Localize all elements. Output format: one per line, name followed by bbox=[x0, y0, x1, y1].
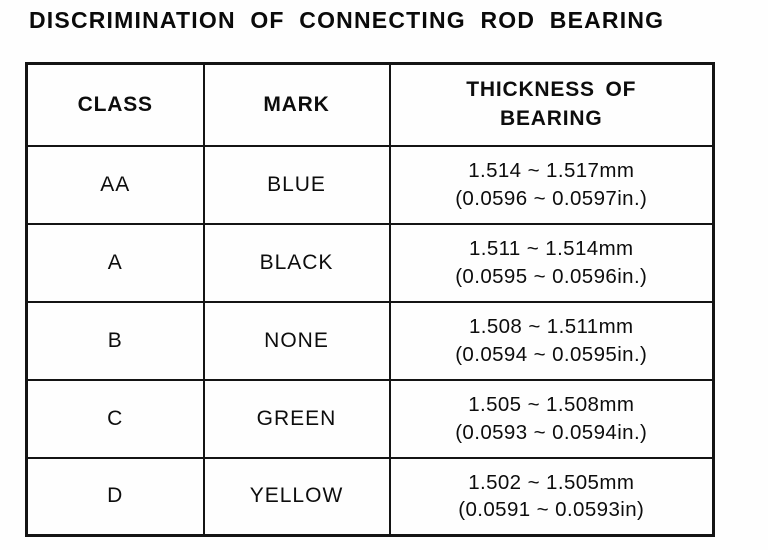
header-thickness-label: THICKNESS OF BEARING bbox=[466, 78, 637, 130]
table-header-row: CLASS MARK THICKNESS OF BEARING bbox=[25, 62, 715, 147]
thickness-mm: 1.511 ~ 1.514mm bbox=[468, 237, 634, 261]
class-value: C bbox=[25, 378, 205, 459]
page-title: DISCRIMINATION OF CONNECTING ROD BEARING bbox=[29, 7, 665, 33]
mark-value: BLACK bbox=[202, 222, 391, 303]
thickness-value: 1.508 ~ 1.511mm (0.0594 ~ 0.0595in.) bbox=[388, 300, 715, 381]
mark-value: NONE bbox=[202, 300, 391, 381]
thickness-in: (0.0596 ~ 0.0597in.) bbox=[455, 186, 648, 210]
header-mark-label: MARK bbox=[263, 92, 330, 116]
mark-value: GREEN bbox=[202, 378, 391, 459]
header-class: CLASS bbox=[25, 62, 205, 147]
class-value: AA bbox=[25, 144, 205, 225]
header-mark: MARK bbox=[202, 62, 391, 147]
thickness-in: (0.0595 ~ 0.0596in.) bbox=[455, 264, 648, 288]
thickness-value: 1.505 ~ 1.508mm (0.0593 ~ 0.0594in.) bbox=[388, 378, 715, 459]
thickness-in: (0.0594 ~ 0.0595in.) bbox=[455, 342, 648, 366]
thickness-mm: 1.514 ~ 1.517mm bbox=[468, 159, 635, 183]
thickness-mm: 1.505 ~ 1.508mm bbox=[468, 393, 635, 417]
table-row: D YELLOW 1.502 ~ 1.505mm (0.0591 ~ 0.059… bbox=[25, 456, 715, 537]
thickness-in: (0.0591 ~ 0.0593in) bbox=[458, 498, 645, 522]
thickness-mm: 1.502 ~ 1.505mm bbox=[468, 471, 635, 495]
header-thickness: THICKNESS OF BEARING bbox=[388, 62, 715, 147]
thickness-value: 1.511 ~ 1.514mm (0.0595 ~ 0.0596in.) bbox=[388, 222, 715, 303]
mark-value: YELLOW bbox=[202, 456, 391, 537]
thickness-value: 1.502 ~ 1.505mm (0.0591 ~ 0.0593in) bbox=[388, 456, 715, 537]
table-row: A BLACK 1.511 ~ 1.514mm (0.0595 ~ 0.0596… bbox=[25, 222, 715, 303]
bearing-discrimination-table: CLASS MARK THICKNESS OF BEARING AA BLUE … bbox=[25, 62, 715, 537]
thickness-in: (0.0593 ~ 0.0594in.) bbox=[455, 420, 648, 444]
header-class-label: CLASS bbox=[77, 92, 153, 116]
table-row: AA BLUE 1.514 ~ 1.517mm (0.0596 ~ 0.0597… bbox=[25, 144, 715, 225]
thickness-value: 1.514 ~ 1.517mm (0.0596 ~ 0.0597in.) bbox=[388, 144, 715, 225]
mark-value: BLUE bbox=[202, 144, 391, 225]
class-value: A bbox=[25, 222, 205, 303]
table-row: C GREEN 1.505 ~ 1.508mm (0.0593 ~ 0.0594… bbox=[25, 378, 715, 459]
table-row: B NONE 1.508 ~ 1.511mm (0.0594 ~ 0.0595i… bbox=[25, 300, 715, 381]
thickness-mm: 1.508 ~ 1.511mm bbox=[468, 315, 634, 339]
class-value: D bbox=[25, 456, 205, 537]
class-value: B bbox=[25, 300, 205, 381]
